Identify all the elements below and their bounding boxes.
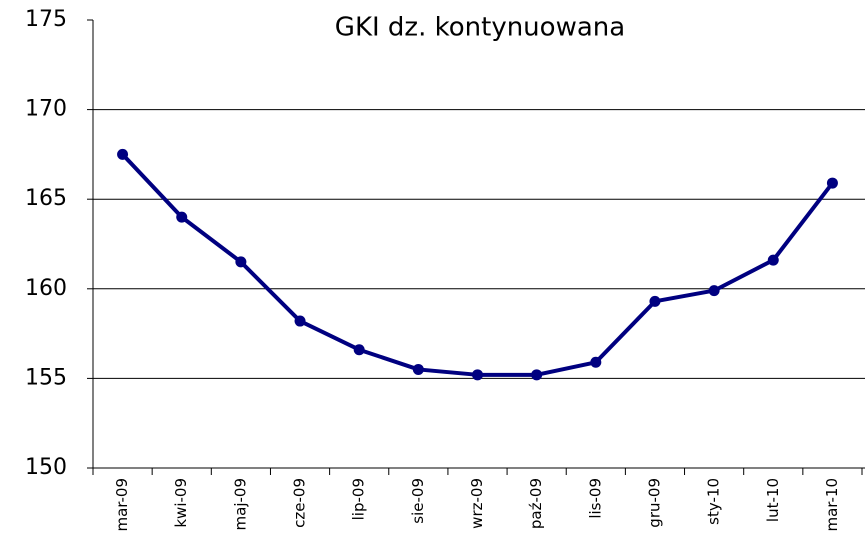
point	[649, 295, 661, 307]
y-tick-label: 175	[25, 7, 67, 32]
x-tick-label: lip-09	[350, 478, 368, 520]
x-tick-label: sty-10	[705, 478, 723, 525]
point	[472, 369, 483, 381]
x-tick-label: sie-09	[409, 478, 427, 524]
point	[767, 254, 779, 266]
y-tick-label: 150	[25, 455, 67, 480]
x-tick-label: lis-09	[586, 478, 604, 519]
x-tick-label: lut-10	[764, 478, 782, 522]
point	[176, 211, 188, 223]
point	[294, 315, 306, 327]
point	[590, 356, 602, 368]
point	[353, 344, 365, 356]
y-tick-label: 165	[25, 186, 67, 211]
point	[117, 148, 129, 160]
point	[826, 177, 838, 189]
y-tick-label: 160	[25, 276, 67, 301]
point	[531, 369, 543, 381]
point	[708, 285, 720, 297]
x-tick-label: wrz-09	[468, 478, 486, 529]
chart-title: GKI dz. kontynuowana	[335, 13, 625, 43]
line	[121, 153, 835, 377]
x-tick-label: mar-09	[113, 478, 131, 532]
x-tick-label: mar-10	[823, 478, 841, 532]
y-tick-label: 170	[25, 97, 67, 122]
x-tick-label: maj-09	[231, 478, 249, 530]
point	[412, 363, 424, 375]
y-tick-label: 155	[25, 365, 67, 390]
point	[235, 256, 247, 268]
x-tick-label: gru-09	[645, 478, 663, 528]
x-tick-label: kwi-09	[172, 478, 190, 528]
x-tick-label: paź-09	[527, 478, 545, 529]
x-tick-label: cze-09	[291, 478, 309, 528]
